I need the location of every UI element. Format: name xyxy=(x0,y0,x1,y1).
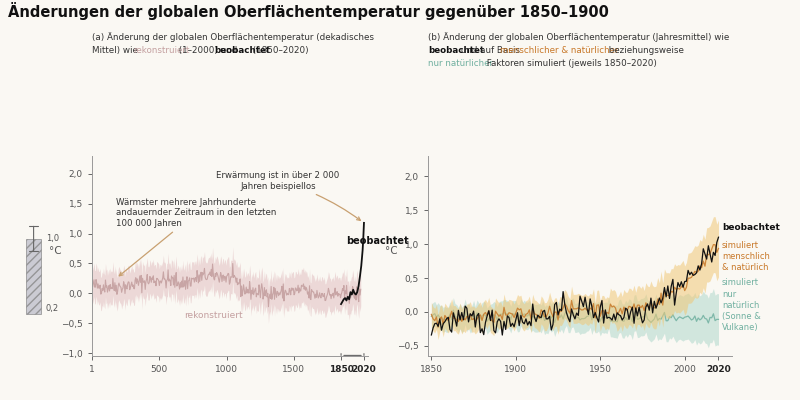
Text: beobachtet: beobachtet xyxy=(346,236,408,246)
Text: (b) Änderung der globalen Oberflächentemperatur (Jahresmittel) wie: (b) Änderung der globalen Oberflächentem… xyxy=(428,32,730,42)
Y-axis label: °C: °C xyxy=(386,246,398,256)
Text: (1–2000) und: (1–2000) und xyxy=(176,46,240,55)
Text: simuliert
menschlich
& natürlich: simuliert menschlich & natürlich xyxy=(722,241,770,272)
Text: rekonstruiert: rekonstruiert xyxy=(134,46,190,55)
Y-axis label: °C: °C xyxy=(50,246,62,256)
Text: beobachtet: beobachtet xyxy=(214,46,270,55)
Text: (a) Änderung der globalen Oberflächentemperatur (dekadisches: (a) Änderung der globalen Oberflächentem… xyxy=(92,32,374,42)
Text: Erwärmung ist in über 2 000
Jahren beispiellos: Erwärmung ist in über 2 000 Jahren beisp… xyxy=(216,171,360,220)
Text: Faktoren simuliert (jeweils 1850–2020): Faktoren simuliert (jeweils 1850–2020) xyxy=(484,59,657,68)
Text: simuliert
nur
natürlich
(Sonne &
Vulkane): simuliert nur natürlich (Sonne & Vulkane… xyxy=(722,278,761,332)
Text: Wärmster mehrere Jahrhunderte
andauernder Zeitraum in den letzten
100 000 Jahren: Wärmster mehrere Jahrhunderte andauernde… xyxy=(116,198,277,276)
Text: 1,0: 1,0 xyxy=(46,234,59,243)
Text: (1850–2020): (1850–2020) xyxy=(250,46,309,55)
Text: und auf Basis: und auf Basis xyxy=(458,46,523,55)
Text: rekonstruiert: rekonstruiert xyxy=(184,311,242,320)
Text: 0,2: 0,2 xyxy=(46,304,59,313)
Text: beobachtet: beobachtet xyxy=(722,223,780,232)
Text: menschlicher & natürlicher: menschlicher & natürlicher xyxy=(500,46,618,55)
Text: beobachtet: beobachtet xyxy=(428,46,484,55)
Text: nur natürlicher: nur natürlicher xyxy=(428,59,493,68)
Bar xyxy=(26,239,42,314)
Text: Mittel) wie: Mittel) wie xyxy=(92,46,141,55)
Text: Änderungen der globalen Oberflächentemperatur gegenüber 1850–1900: Änderungen der globalen Oberflächentempe… xyxy=(8,2,609,20)
Text: beziehungsweise: beziehungsweise xyxy=(606,46,683,55)
